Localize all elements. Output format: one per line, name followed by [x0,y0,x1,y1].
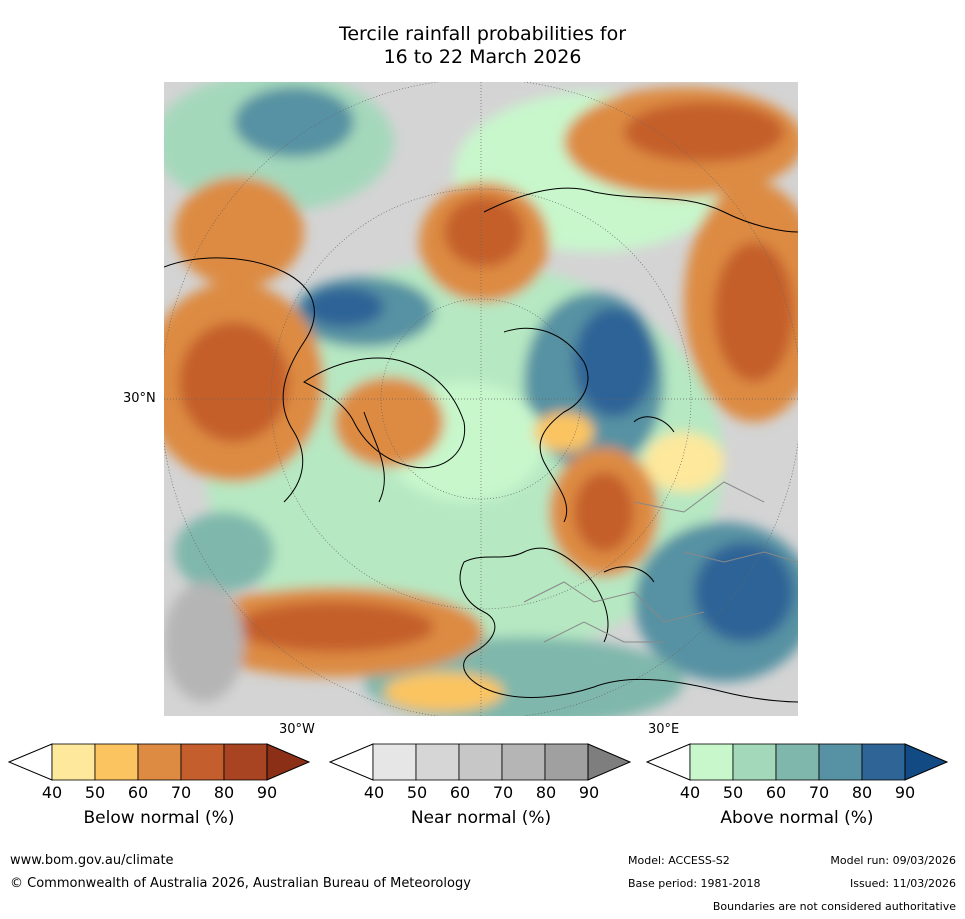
colorbar-swatch [223,743,268,781]
colorbar-arrow-low [329,743,374,781]
colorbar-above-tick: 60 [765,783,787,802]
base-period: Base period: 1981-2018 [628,877,761,890]
colorbar-near-tick: 40 [363,783,385,802]
colorbar-below-tick: 50 [84,783,106,802]
colorbar-swatch [180,743,225,781]
colorbar-near-title: Near normal (%) [410,808,552,828]
colorbar-near-tick: 60 [449,783,471,802]
colorbar-arrow-high [904,743,948,781]
colorbar-below-tick: 90 [256,783,278,802]
chart-title-line2: 16 to 22 March 2026 [383,46,582,68]
copyright-text: © Commonwealth of Australia 2026, Austra… [10,876,471,891]
colorbar-swatch [51,743,96,781]
coastlines [164,187,798,703]
colorbar-swatch [372,743,417,781]
colorbar-swatch [689,743,734,781]
model-run-date: Model run: 09/03/2026 [830,854,956,867]
colorbar-swatch [818,743,863,781]
colorbar-swatch [415,743,460,781]
chart-title-line1: Tercile rainfall probabilities for [338,23,627,45]
colorbar-swatch [861,743,906,781]
longitude-label-east: 30°E [648,722,680,737]
colorbar-swatch [544,743,589,781]
colorbar-swatch [137,743,182,781]
colorbar-swatch [458,743,503,781]
colorbar-above-normal-graphic [646,743,948,781]
colorbar-arrow-high [266,743,310,781]
colorbar-swatch [94,743,139,781]
longitude-label-west: 30°W [279,722,315,737]
colorbar-below-tick: 40 [41,783,63,802]
colorbar-above-tick: 70 [808,783,830,802]
colorbar-below-tick: 60 [127,783,149,802]
probability-map [164,82,798,716]
colorbar-arrow-low [646,743,691,781]
colorbar-near-tick: 70 [492,783,514,802]
colorbar-below-title: Below normal (%) [83,808,235,828]
latitude-label: 30°N [123,391,156,406]
colorbar-near-normal-graphic [329,743,631,781]
colorbar-near-tick: 90 [578,783,600,802]
colorbar-below-tick: 70 [170,783,192,802]
colorbar-above-tick: 80 [851,783,873,802]
model-name: Model: ACCESS-S2 [628,854,730,867]
colorbar-above-tick: 90 [894,783,916,802]
website-link[interactable]: www.bom.gov.au/climate [10,853,174,868]
colorbar-above-normal [646,743,948,781]
colorbar-arrow-low [8,743,53,781]
colorbar-below-tick: 80 [213,783,235,802]
colorbar-near-normal [329,743,631,781]
colorbar-below-normal-graphic [8,743,310,781]
colorbar-swatch [732,743,777,781]
colorbar-above-tick: 50 [722,783,744,802]
colorbar-above-tick: 40 [679,783,701,802]
probability-fields [164,82,798,716]
issued-date: Issued: 11/03/2026 [849,877,956,890]
colorbar-above-title: Above normal (%) [720,808,874,828]
probability-map-graphic [164,82,798,716]
country-borders [523,481,798,643]
colorbar-swatch [775,743,820,781]
colorbar-swatch [501,743,546,781]
colorbar-near-tick: 50 [406,783,428,802]
colorbar-arrow-high [587,743,631,781]
colorbar-near-tick: 80 [535,783,557,802]
boundaries-disclaimer: Boundaries are not considered authoritat… [712,900,956,913]
colorbar-below-normal [8,743,310,781]
